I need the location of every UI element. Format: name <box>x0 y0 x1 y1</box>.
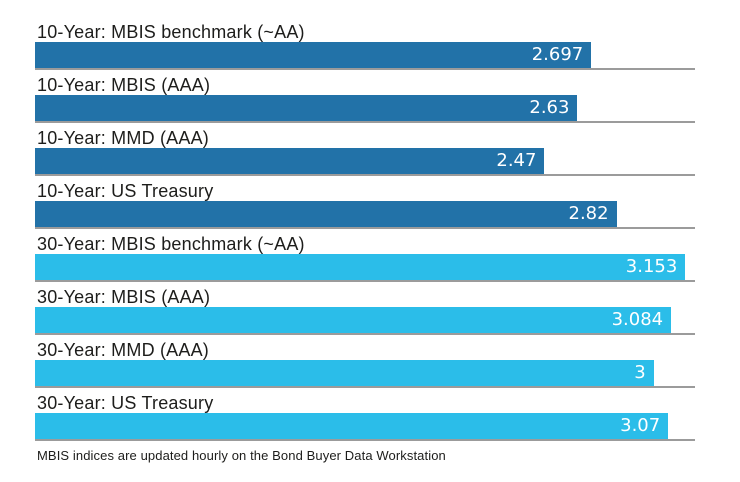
chart-row: 30-Year: MMD (AAA) 3 <box>35 341 695 388</box>
bar-value-label: 3.07 <box>620 415 661 436</box>
bond-yield-bar-chart: 10-Year: MBIS benchmark (~AA) 2.697 10-Y… <box>35 23 740 441</box>
bar-category-label: 10-Year: MMD (AAA) <box>37 128 209 148</box>
bar-track: 3.084 <box>35 307 695 335</box>
bar-track: 2.82 <box>35 201 695 229</box>
bar: 3.084 <box>35 307 672 333</box>
bar-category-label: 30-Year: MBIS (AAA) <box>37 287 211 307</box>
chart-row: 10-Year: MMD (AAA) 2.47 <box>35 129 695 176</box>
chart-rows: 10-Year: MBIS benchmark (~AA) 2.697 10-Y… <box>35 23 740 441</box>
bar-value-label: 2.82 <box>568 203 609 224</box>
bar-category-label: 10-Year: MBIS (AAA) <box>37 75 211 95</box>
bar-track: 3.07 <box>35 413 695 441</box>
bar-category-label: 30-Year: US Treasury <box>37 393 214 413</box>
bar-category-label: 10-Year: MBIS benchmark (~AA) <box>37 22 305 42</box>
chart-row: 10-Year: MBIS benchmark (~AA) 2.697 <box>35 23 695 70</box>
bar-track: 3.153 <box>35 254 695 282</box>
bar: 2.47 <box>35 148 545 174</box>
chart-row: 30-Year: MBIS (AAA) 3.084 <box>35 288 695 335</box>
chart-row: 30-Year: US Treasury 3.07 <box>35 394 695 441</box>
bar: 2.82 <box>35 201 617 227</box>
bar-track: 2.697 <box>35 42 695 70</box>
bar-value-label: 3.153 <box>625 256 678 277</box>
bar-category-label: 10-Year: US Treasury <box>37 181 214 201</box>
bar-track: 2.63 <box>35 95 695 123</box>
chart-row: 10-Year: MBIS (AAA) 2.63 <box>35 76 695 123</box>
bar-category-label: 30-Year: MBIS benchmark (~AA) <box>37 234 305 254</box>
chart-footnote: MBIS indices are updated hourly on the B… <box>37 448 446 463</box>
bar-category-label: 30-Year: MMD (AAA) <box>37 340 209 360</box>
bar: 3.07 <box>35 413 669 439</box>
bar: 3 <box>35 360 654 386</box>
bar: 3.153 <box>35 254 686 280</box>
bar-value-label: 2.63 <box>529 97 570 118</box>
bar-track: 2.47 <box>35 148 695 176</box>
bar-value-label: 3 <box>634 362 646 383</box>
chart-row: 10-Year: US Treasury 2.82 <box>35 182 695 229</box>
bar-value-label: 2.697 <box>531 44 584 65</box>
bar-track: 3 <box>35 360 695 388</box>
chart-row: 30-Year: MBIS benchmark (~AA) 3.153 <box>35 235 695 282</box>
bar: 2.63 <box>35 95 578 121</box>
bar: 2.697 <box>35 42 592 68</box>
bar-value-label: 3.084 <box>611 309 664 330</box>
bar-value-label: 2.47 <box>496 150 537 171</box>
